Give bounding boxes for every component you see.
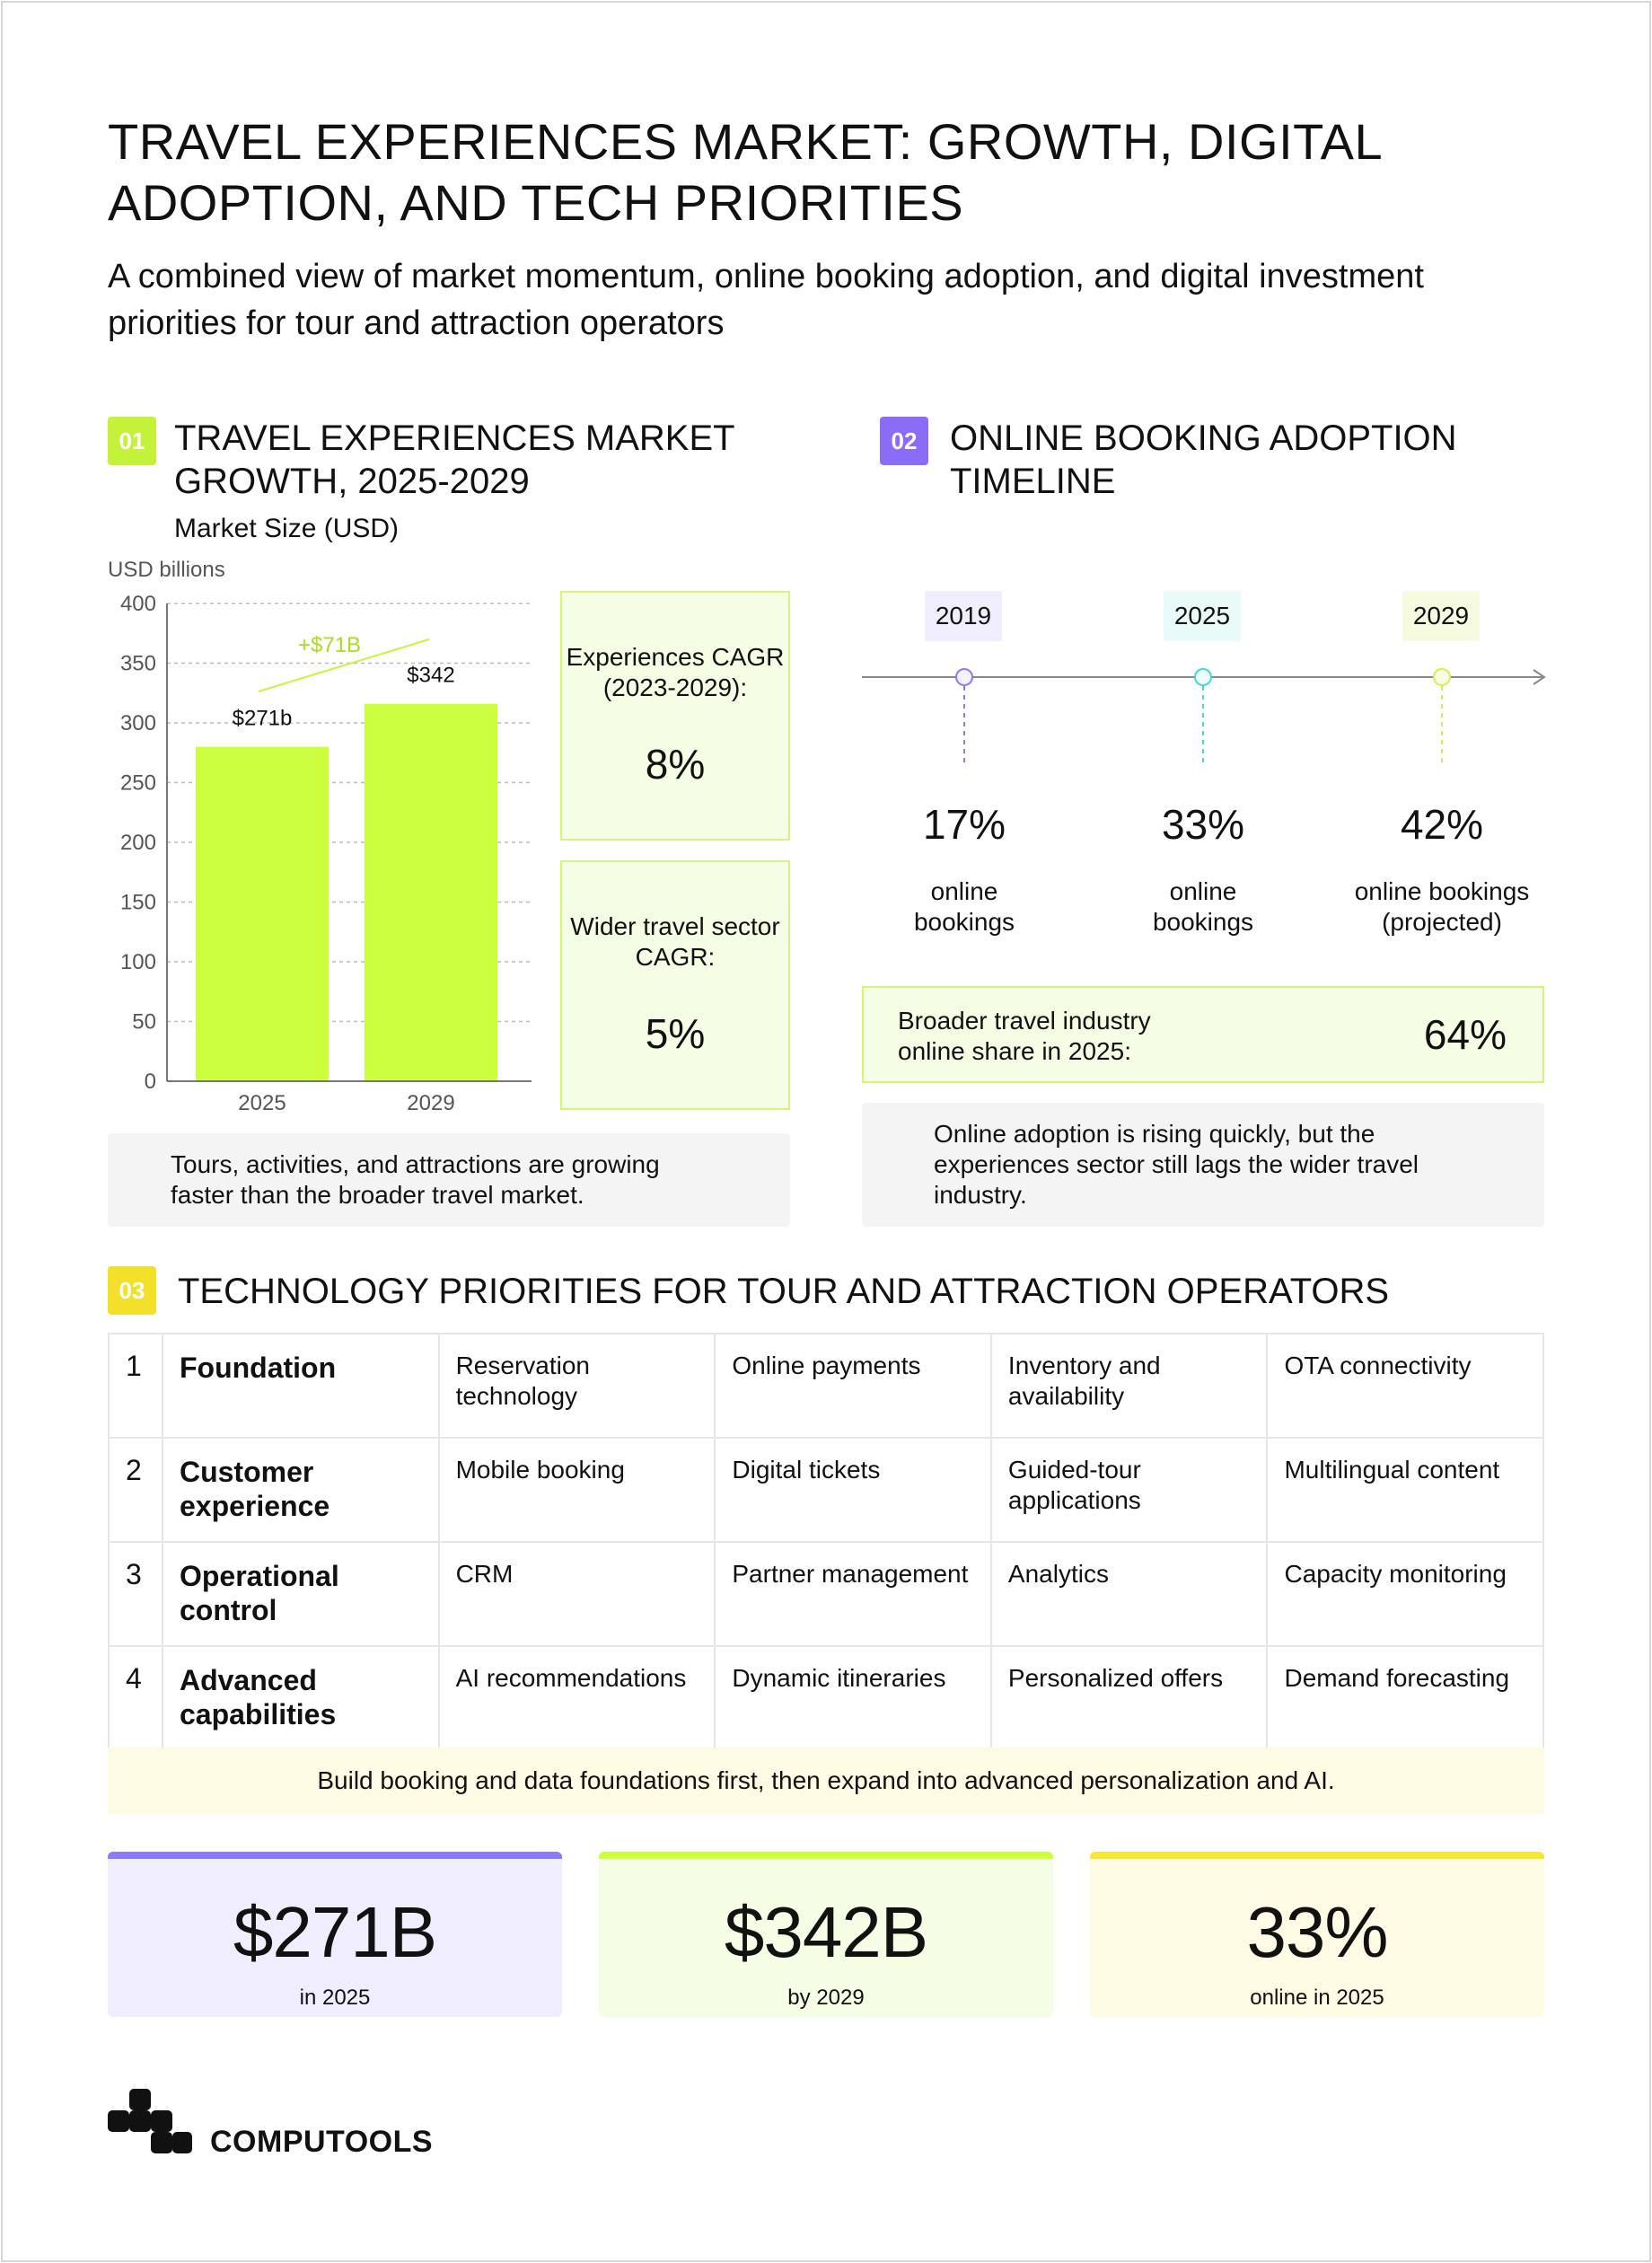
timeline-pct-2025: 33% — [1161, 801, 1245, 848]
priority-item: Dynamic itineraries — [714, 1645, 992, 1751]
section-title-online-adoption: ONLINE BOOKING ADOPTION TIMELINE — [950, 418, 1457, 501]
priority-item: Personalized offers — [989, 1645, 1269, 1751]
x-tick-label: 2025 — [238, 1091, 286, 1115]
y-tick-label: 150 — [120, 891, 156, 915]
kpi-label: in 2025 — [299, 1986, 371, 2010]
y-tick-label: 0 — [145, 1070, 156, 1094]
priority-number: 4 — [108, 1645, 163, 1751]
priority-item: CRM — [437, 1541, 716, 1647]
priorities-tip: Build booking and data foundations first… — [108, 1748, 1544, 1814]
stat-value: 8% — [645, 741, 706, 788]
priority-tier: Advanced capabilities — [161, 1645, 440, 1751]
priority-tier: Customer experience — [161, 1437, 440, 1543]
y-tick-label: 50 — [132, 1010, 156, 1035]
stat-label: Wider travel sector CAGR: — [570, 912, 780, 971]
y-tick-label: 400 — [120, 592, 156, 616]
section-title-market-growth: TRAVEL EXPERIENCES MARKET GROWTH, 2025-2… — [174, 418, 734, 501]
section-badge-03: 03 — [108, 1266, 156, 1315]
priority-item: Guided-tour applications — [989, 1437, 1269, 1543]
priority-item: OTA connectivity — [1266, 1333, 1544, 1439]
kpi-value: $342B — [724, 1892, 928, 1972]
table-row: 1 Foundation Reservation technology Onli… — [108, 1333, 1544, 1439]
page-subtitle: A combined view of market momentum, onli… — [108, 258, 1424, 342]
timeline-arrow-icon — [1533, 669, 1546, 685]
priority-item: Mobile booking — [437, 1437, 716, 1543]
kpi-card-2029: $342B by 2029 — [599, 1852, 1053, 2017]
priority-item: Analytics — [989, 1541, 1269, 1647]
online-share-box: Broader travel industry online share in … — [862, 986, 1544, 1083]
priority-number: 3 — [108, 1541, 163, 1647]
table-row: 2 Customer experience Mobile booking Dig… — [108, 1437, 1544, 1543]
timeline-dot-2029 — [1433, 668, 1451, 686]
priority-item: Reservation technology — [437, 1333, 716, 1439]
bar-2025 — [196, 746, 329, 1081]
bar-data-label: $271b — [233, 707, 293, 731]
page-title: TRAVEL EXPERIENCES MARKET: GROWTH, DIGIT… — [108, 113, 1382, 231]
priority-item: Partner management — [714, 1541, 992, 1647]
table-row: 3 Operational control CRM Partner manage… — [108, 1541, 1544, 1647]
bar-2029 — [365, 703, 497, 1081]
kpi-label: by 2029 — [787, 1986, 865, 2010]
priority-tier: Foundation — [161, 1333, 440, 1439]
priority-item: Multilingual content — [1266, 1437, 1544, 1543]
timeline-pct-2019: 17% — [922, 801, 1006, 848]
online-adoption-note: Online adoption is rising quickly, but t… — [862, 1103, 1544, 1227]
priority-item: Inventory and availability — [989, 1333, 1269, 1439]
brand-name: COMPUTOOLS — [210, 2125, 434, 2159]
y-tick-label: 200 — [120, 831, 156, 855]
online-share-label: Broader travel industry online share in … — [898, 1007, 1151, 1065]
bar-data-label: $342 — [407, 664, 454, 688]
timeline-year-2029: 2029 — [1402, 591, 1480, 641]
kpi-value: 33% — [1246, 1892, 1388, 1972]
y-tick-label: 250 — [120, 771, 156, 796]
y-tick-label: 100 — [120, 950, 156, 974]
growth-arrow-line — [258, 638, 430, 692]
tech-priorities-table: 1 Foundation Reservation technology Onli… — [108, 1333, 1544, 1751]
priority-item: Capacity monitoring — [1266, 1541, 1544, 1647]
priority-number: 2 — [108, 1437, 163, 1543]
section-badge-01: 01 — [108, 417, 156, 465]
kpi-card-online: 33% online in 2025 — [1090, 1852, 1544, 2017]
online-share-value: 64% — [1423, 1011, 1507, 1058]
y-tick-label: 350 — [120, 652, 156, 676]
section-subtitle-market-size: Market Size (USD) — [174, 514, 400, 543]
kpi-card-2025: $271B in 2025 — [108, 1852, 562, 2017]
section-title-tech-priorities: TECHNOLOGY PRIORITIES FOR TOUR AND ATTRA… — [178, 1272, 1390, 1311]
adoption-timeline — [862, 668, 1546, 767]
priority-item: Digital tickets — [714, 1437, 992, 1543]
timeline-pct-2029: 42% — [1400, 801, 1484, 848]
priority-item: AI recommendations — [437, 1645, 716, 1751]
kpi-label: online in 2025 — [1250, 1986, 1384, 2010]
timeline-dot-2019 — [955, 668, 973, 686]
market-bar-chart: USD billions +$71B 0 50 100 150 200 250 300 350… — [108, 558, 532, 1115]
priority-item: Demand forecasting — [1266, 1645, 1544, 1751]
kpi-value: $271B — [233, 1892, 437, 1972]
growth-annotation: +$71B — [298, 633, 361, 657]
stat-value: 5% — [645, 1010, 706, 1057]
timeline-year-2019: 2019 — [925, 591, 1002, 641]
table-row: 4 Advanced capabilities AI recommendatio… — [108, 1645, 1544, 1751]
y-axis-title: USD billions — [108, 558, 225, 582]
timeline-year-2025: 2025 — [1164, 591, 1241, 641]
priority-tier: Operational control — [161, 1541, 440, 1647]
timeline-dot-2025 — [1194, 668, 1212, 686]
stat-box-wider-sector-cagr: Wider travel sector CAGR: 5% — [560, 860, 790, 1110]
stat-box-experiences-cagr: Experiences CAGR (2023-2029): 8% — [560, 591, 790, 841]
timeline-desc-2029: online bookings (projected) — [1354, 877, 1530, 936]
stat-label: Experiences CAGR (2023-2029): — [566, 643, 785, 701]
section-badge-02: 02 — [880, 417, 928, 465]
priority-item: Online payments — [714, 1333, 992, 1439]
x-tick-label: 2029 — [407, 1091, 454, 1115]
y-tick-label: 300 — [120, 711, 156, 735]
timeline-desc-2019: online bookings — [913, 877, 1015, 936]
computools-logo-icon — [108, 2089, 192, 2153]
timeline-desc-2025: online bookings — [1152, 877, 1254, 936]
market-growth-note: Tours, activities, and attractions are g… — [108, 1133, 790, 1227]
priority-number: 1 — [108, 1333, 163, 1439]
